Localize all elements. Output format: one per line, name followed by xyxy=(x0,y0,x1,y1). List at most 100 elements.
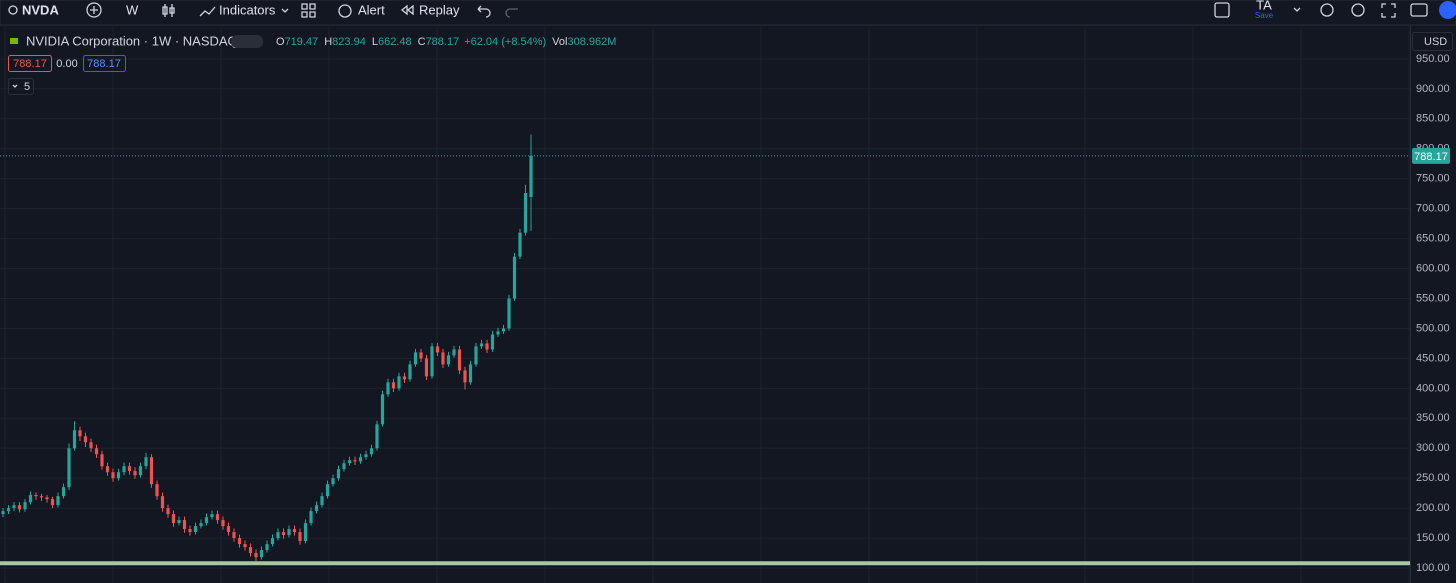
close: 788.17 xyxy=(426,36,460,48)
interval[interactable]: W xyxy=(126,2,139,17)
sell-price[interactable]: 788.17 xyxy=(13,58,47,70)
y-tick-label: 750.00 xyxy=(1416,173,1450,185)
layout-name[interactable]: TA xyxy=(1256,0,1272,12)
low: 662.48 xyxy=(378,36,412,48)
dropdown[interactable] xyxy=(281,8,289,13)
visibility-toggle[interactable] xyxy=(231,35,263,48)
compare-button[interactable] xyxy=(86,2,102,18)
logo xyxy=(10,38,18,44)
collapse-button[interactable] xyxy=(8,78,34,95)
candle-body xyxy=(56,496,60,506)
chevron xyxy=(12,84,18,88)
candle-body xyxy=(138,466,143,476)
replay-button[interactable]: Replay xyxy=(419,2,460,17)
symbol[interactable]: NVDA xyxy=(22,2,59,17)
candle-body xyxy=(523,193,528,233)
layout-dropdown[interactable] xyxy=(1293,7,1301,12)
currency-button[interactable] xyxy=(1412,32,1453,51)
candle-body xyxy=(78,430,82,437)
y-tick-label: 250.00 xyxy=(1416,472,1450,484)
candle-body xyxy=(45,497,49,500)
y-tick-label: 650.00 xyxy=(1416,233,1450,245)
redo-button[interactable] xyxy=(505,8,518,18)
candle-body xyxy=(347,460,352,464)
plus-icon xyxy=(90,6,98,14)
candle-body xyxy=(336,469,341,479)
templates-button[interactable] xyxy=(301,3,316,18)
candle-body xyxy=(320,496,324,506)
candle-body xyxy=(490,334,495,350)
candle-body xyxy=(182,520,187,530)
candle-body xyxy=(369,448,374,455)
candle-body xyxy=(28,494,33,503)
open: 719.47 xyxy=(285,36,319,48)
currency[interactable]: USD xyxy=(1424,36,1447,48)
candle-body xyxy=(259,550,264,558)
search-icon[interactable] xyxy=(8,5,18,15)
chart-type-button[interactable] xyxy=(162,4,175,17)
candle-body xyxy=(364,454,368,458)
candle-body xyxy=(144,457,148,467)
label: O xyxy=(276,36,285,48)
settings-button[interactable] xyxy=(1351,3,1365,17)
candle-body xyxy=(67,448,71,488)
sell-chip[interactable] xyxy=(8,55,52,72)
indicators-button[interactable]: Indicators xyxy=(219,2,276,17)
y-tick-label: 450.00 xyxy=(1416,352,1450,364)
save-button[interactable]: Save xyxy=(1255,11,1274,20)
candle-body xyxy=(325,484,330,497)
candle-body xyxy=(529,155,533,198)
candle-body xyxy=(94,448,99,455)
toolbar xyxy=(0,0,1456,26)
candle-body xyxy=(468,364,473,383)
candle-body xyxy=(485,343,489,350)
candle-body xyxy=(199,523,203,527)
label: C xyxy=(418,36,426,48)
candle-body xyxy=(127,466,132,472)
candle-body xyxy=(281,532,286,536)
candle-body xyxy=(61,487,66,497)
candle-body xyxy=(188,529,192,533)
candle-body xyxy=(342,463,346,470)
fullscreen-button[interactable] xyxy=(1381,3,1396,18)
indicator-count: 5 xyxy=(24,81,30,93)
legend-title: NVIDIA Corporation · 1W · NASDAQ xyxy=(26,33,238,48)
candle-body xyxy=(6,508,11,512)
buy-price[interactable]: 788.17 xyxy=(87,58,121,70)
candle-body xyxy=(23,502,27,510)
candle-body xyxy=(193,526,198,533)
candle-body xyxy=(413,352,418,365)
label: L xyxy=(372,36,378,48)
candle-body xyxy=(375,424,379,449)
candle-body xyxy=(39,496,44,498)
candle-body xyxy=(430,346,434,377)
candle-body xyxy=(221,520,225,527)
spread: 0.00 xyxy=(56,58,77,70)
publish-button[interactable] xyxy=(1439,1,1456,19)
candle-body xyxy=(226,526,231,533)
candle-body xyxy=(1,511,5,515)
layout-button[interactable] xyxy=(1214,2,1230,18)
y-tick-label: 500.00 xyxy=(1416,322,1450,334)
quick-search[interactable] xyxy=(1320,3,1334,17)
candle-body xyxy=(111,472,115,479)
candle-body xyxy=(237,538,242,545)
candle-body xyxy=(419,352,423,359)
y-tick-label: 600.00 xyxy=(1416,262,1450,274)
last-price-label: 788.17 xyxy=(1414,151,1448,163)
buy-chip[interactable] xyxy=(83,55,126,72)
candle-body xyxy=(298,532,302,542)
candle-body xyxy=(105,466,110,473)
ohlc-legend: O719.47 H823.94 L662.48 C788.17 +62.04 (+8.5… xyxy=(276,36,616,48)
y-tick-label: 550.00 xyxy=(1416,292,1450,304)
candle-body xyxy=(402,376,407,380)
candle-body xyxy=(353,460,357,462)
undo-button[interactable] xyxy=(477,5,491,18)
grid xyxy=(0,26,1410,583)
candle-body xyxy=(171,514,176,524)
alert-button[interactable]: Alert xyxy=(358,2,385,17)
snapshot-button[interactable] xyxy=(1410,3,1428,17)
candle-body xyxy=(292,529,297,533)
